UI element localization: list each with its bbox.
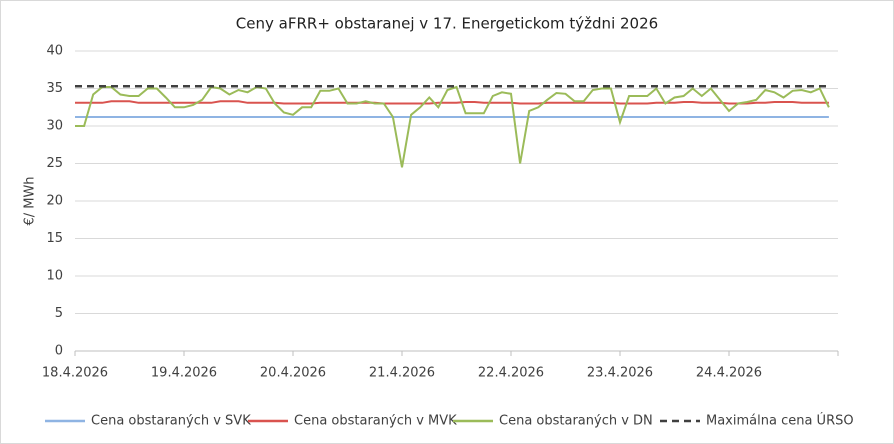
series-line — [75, 85, 830, 168]
y-tick-label: 0 — [55, 344, 63, 359]
y-tick-label: 30 — [46, 119, 63, 134]
y-tick-label: 35 — [46, 81, 63, 96]
x-tick-label: 20.4.2026 — [260, 366, 326, 381]
legend-label: Maximálna cena ÚRSO — [706, 413, 854, 429]
legend-label: Cena obstaraných v MVK — [294, 414, 457, 429]
y-tick-label: 10 — [46, 269, 63, 284]
x-tick-label: 21.4.2026 — [369, 366, 435, 381]
x-tick-label: 18.4.2026 — [42, 366, 108, 381]
chart-title: Ceny aFRR+ obstaranej v 17. Energetickom… — [236, 15, 658, 33]
x-tick-label: 22.4.2026 — [478, 366, 544, 381]
y-tick-label: 40 — [46, 44, 63, 59]
legend-label: Cena obstaraných v DN — [499, 414, 653, 429]
y-tick-label: 20 — [46, 194, 63, 209]
x-tick-label: 19.4.2026 — [151, 366, 217, 381]
y-tick-label: 5 — [55, 306, 63, 321]
legend-label: Cena obstaraných v SVK — [91, 414, 251, 429]
y-axis-label: €/ MWh — [23, 176, 38, 225]
y-tick-label: 15 — [46, 231, 63, 246]
x-tick-label: 24.4.2026 — [696, 366, 762, 381]
y-tick-label: 25 — [46, 156, 63, 171]
x-tick-label: 23.4.2026 — [587, 366, 653, 381]
series-line — [75, 100, 829, 105]
